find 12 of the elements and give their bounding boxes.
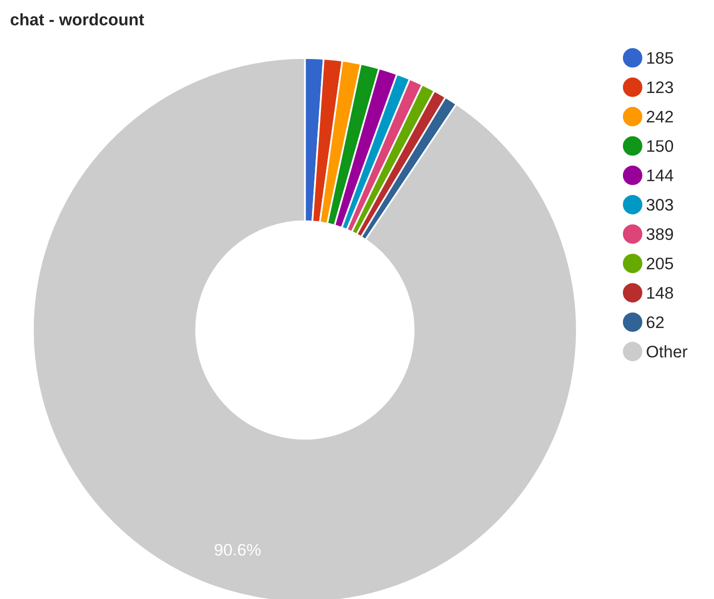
legend-label: 389 <box>646 228 673 240</box>
legend-label: 185 <box>647 52 674 64</box>
legend-label: Other <box>646 345 688 358</box>
chart-title: chat - wordcount <box>10 13 144 26</box>
legend-label: 148 <box>647 286 674 299</box>
legend-label: 205 <box>646 258 674 270</box>
legend-label: 242 <box>646 110 673 122</box>
legend-label: 150 <box>647 140 674 152</box>
legend-label: 144 <box>647 170 674 182</box>
legend-label: 303 <box>646 198 674 211</box>
legend-label: 123 <box>647 81 674 94</box>
legend-label: 62 <box>646 316 664 328</box>
